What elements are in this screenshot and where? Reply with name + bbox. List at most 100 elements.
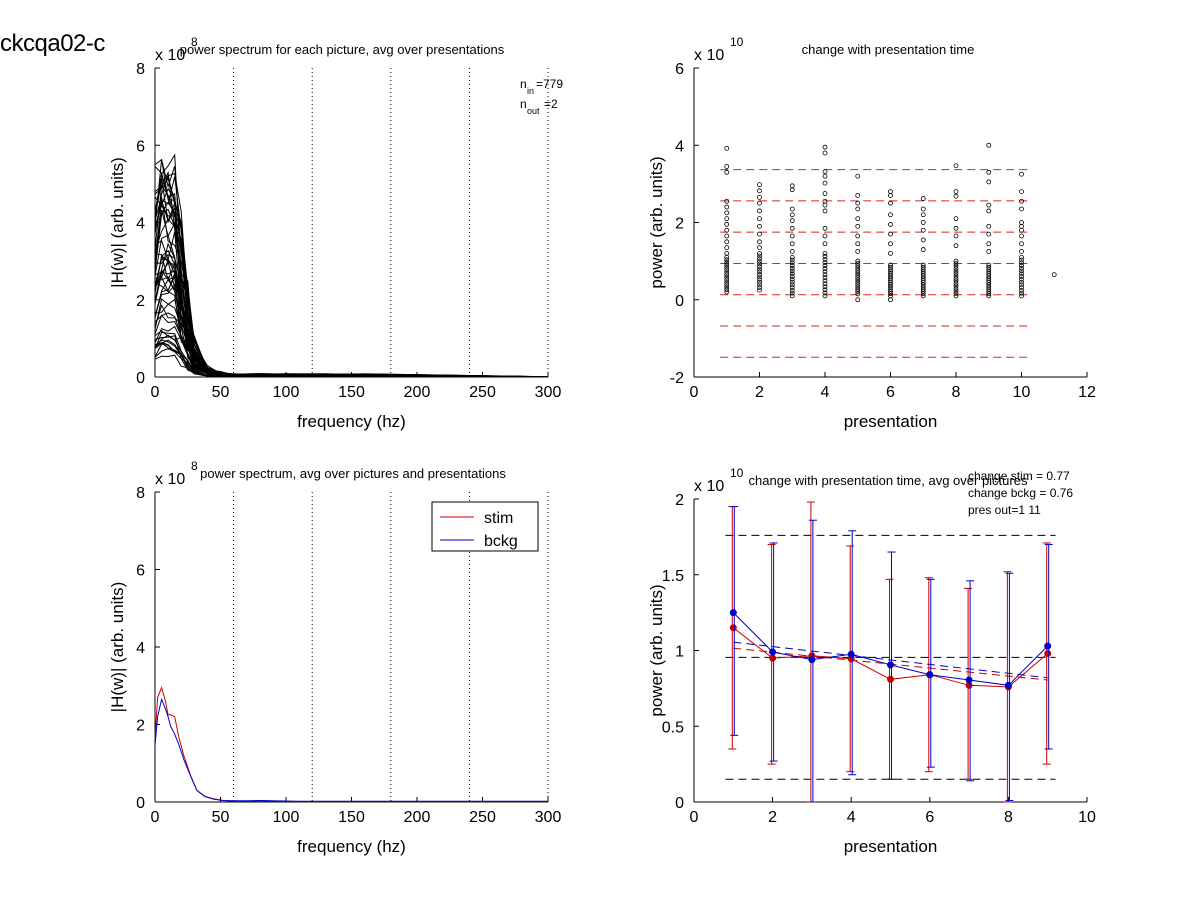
y-tick-label: 4 <box>136 640 145 657</box>
scatter-point <box>986 278 992 283</box>
n-in-sub: in <box>527 86 534 96</box>
scatter-point <box>822 169 828 174</box>
series-point-stim <box>1044 650 1052 658</box>
x-tick-label: 250 <box>469 809 496 826</box>
scatter-point <box>953 163 959 169</box>
scatter-point <box>888 273 893 279</box>
panel-change-avg: 0 2 4 6 8 10 0 0.5 1 1.5 2 presentation power (arb. … <box>647 466 1096 856</box>
scatter-point <box>757 271 762 277</box>
scatter-point <box>789 282 795 288</box>
scatter-point <box>822 191 828 196</box>
scatter-point <box>757 208 762 214</box>
annotation-text: pres out=1 11 <box>968 503 1041 517</box>
scatter-point <box>789 290 795 296</box>
scatter-point <box>757 266 762 272</box>
scatter-point <box>757 188 762 194</box>
legend: stim bckg <box>431 501 539 552</box>
scatter-point <box>1019 206 1024 212</box>
scatter-point <box>757 269 762 275</box>
scatter-point <box>757 216 762 222</box>
spectrum-line <box>154 283 549 378</box>
scatter-point <box>855 263 861 269</box>
x-tick-label: 150 <box>338 809 365 826</box>
spectrum-line <box>154 253 549 378</box>
scatter-point <box>789 274 795 279</box>
x-axis-label: presentation <box>844 837 938 856</box>
annotation-text: change bckg = 0.76 <box>968 486 1073 500</box>
scatter-point <box>920 227 926 233</box>
scatter-point <box>855 275 861 280</box>
scatter-point <box>1019 263 1024 268</box>
y-tick-label: 1.5 <box>662 568 684 585</box>
x-tick-label: 150 <box>338 384 365 401</box>
scatter-point <box>724 210 730 216</box>
x-tick-label: 300 <box>535 809 562 826</box>
legend-label-bckg: bckg <box>484 533 518 550</box>
spectrum-line <box>154 176 549 378</box>
scatter-point <box>724 262 730 268</box>
scatter-point <box>724 222 730 227</box>
n-out-value: =2 <box>544 97 558 111</box>
scatter-point <box>855 289 861 295</box>
scatter-point <box>855 282 861 287</box>
scatter-point <box>724 198 730 204</box>
scatter-point <box>855 284 861 290</box>
scatter-point <box>920 196 926 201</box>
scatter-point <box>1019 233 1024 239</box>
scatter-point <box>822 260 828 265</box>
panel-title: power spectrum for each picture, avg ove… <box>180 42 505 57</box>
y-tick-label: 6 <box>136 563 145 580</box>
legend-box <box>431 501 539 552</box>
y-exponent-label: x 10 <box>155 471 185 488</box>
spectrum-line <box>154 258 549 378</box>
spectrum-line <box>154 208 549 378</box>
scatter-point <box>789 260 795 266</box>
scatter-point <box>953 281 959 286</box>
spectrum-line <box>154 218 549 378</box>
scatter-point <box>953 193 959 199</box>
scatter-point <box>920 269 926 275</box>
scatter-point <box>888 231 893 237</box>
scatter-point <box>789 293 795 299</box>
figure-label: ckcqa02-c <box>0 30 105 57</box>
spectrum-line <box>154 177 549 378</box>
scatter-point <box>986 289 992 294</box>
scatter-point <box>920 284 926 290</box>
spectrum-line <box>154 298 549 378</box>
scatter-point <box>1019 249 1024 254</box>
scatter-point <box>953 286 959 291</box>
scatter-point <box>1051 272 1057 278</box>
scatter-point <box>953 288 959 294</box>
spectrum-line <box>154 209 549 378</box>
scatter-point <box>855 272 861 278</box>
scatter-point <box>789 257 795 263</box>
y-exponent-label: x 10 <box>694 478 724 495</box>
series-point-stim <box>887 675 894 683</box>
scatter-point <box>1019 287 1024 293</box>
scatter-point <box>953 233 959 239</box>
spectrum-line <box>154 273 549 378</box>
y-tick-label: 2 <box>136 293 145 310</box>
scatter-point <box>724 164 730 169</box>
panel-change-presentation-time: 0 2 4 6 8 10 12 -2 0 2 4 6 presentation power (arb. u… <box>647 35 1096 431</box>
scatter-point <box>920 282 926 288</box>
x-tick-label: 100 <box>273 384 300 401</box>
scatter-point <box>1019 279 1024 285</box>
spectrum-line <box>154 303 549 378</box>
scatter-point <box>855 173 861 179</box>
spectrum-line <box>154 201 549 378</box>
scatter-point <box>1019 282 1024 288</box>
scatter-point <box>888 250 893 256</box>
scatter-point <box>855 297 861 303</box>
scatter-point <box>920 271 926 277</box>
spectrum-line <box>154 200 549 378</box>
scatter-point <box>789 187 795 193</box>
scatter-point <box>789 241 795 247</box>
spectrum-line <box>154 174 549 378</box>
series-point-stim <box>769 654 777 662</box>
scatter-point <box>1019 171 1024 177</box>
y-tick-label: 2 <box>675 216 684 233</box>
scatter-point <box>822 290 828 296</box>
scatter-point <box>986 267 992 272</box>
scatter-point <box>1019 223 1024 229</box>
